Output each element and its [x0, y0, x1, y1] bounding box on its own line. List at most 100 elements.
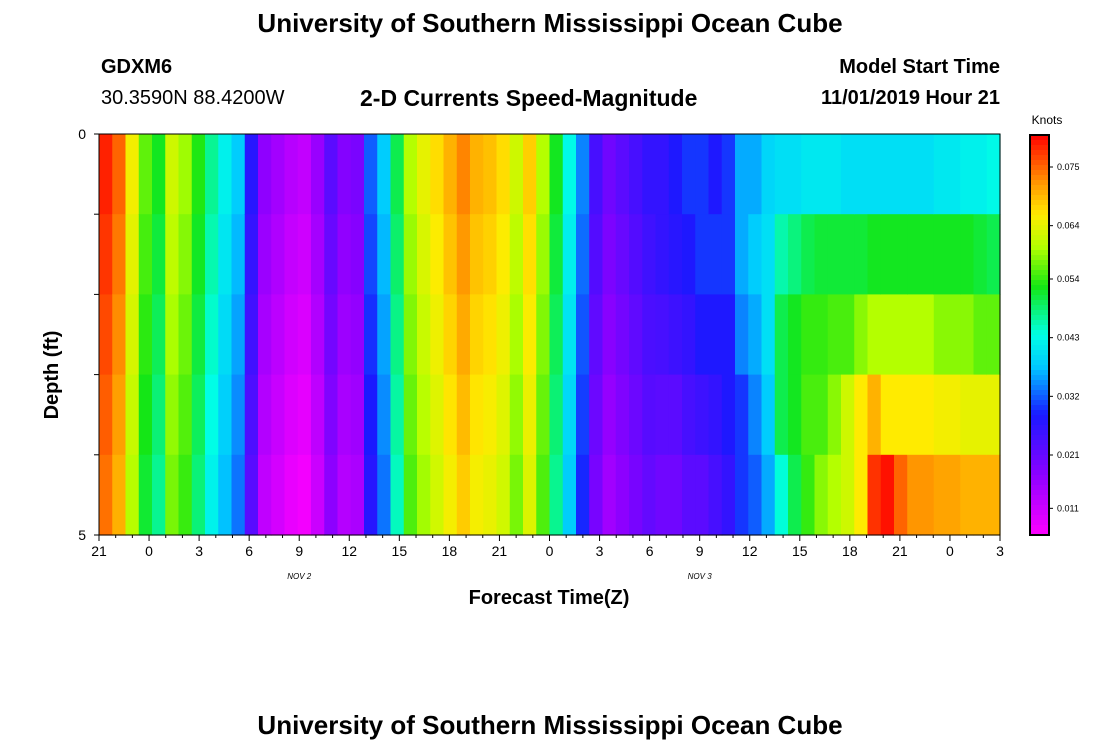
- colorbar-segment: [1030, 480, 1049, 486]
- heatmap-cell: [721, 374, 736, 456]
- heatmap-cell: [350, 374, 365, 456]
- heatmap-cell: [403, 294, 418, 376]
- heatmap-cell: [377, 294, 392, 376]
- heatmap-cell: [655, 214, 670, 295]
- heatmap-cell: [297, 294, 312, 376]
- heatmap-cell: [430, 294, 445, 376]
- heatmap-cell: [655, 294, 670, 376]
- colorbar-segment: [1030, 140, 1049, 146]
- heatmap-cell: [536, 134, 551, 215]
- colorbar-segment: [1030, 260, 1049, 266]
- y-axis-ticks: 05: [78, 126, 99, 543]
- heatmap-cell: [629, 374, 643, 456]
- heatmap-cell: [99, 134, 113, 215]
- heatmap-cell: [390, 294, 405, 376]
- heatmap-cell: [178, 294, 193, 376]
- heatmap-cell: [682, 134, 696, 215]
- heatmap-cell: [377, 134, 392, 215]
- heatmap-cell: [218, 294, 233, 376]
- heatmap-cell: [205, 294, 219, 376]
- heatmap-cell: [602, 454, 617, 536]
- heatmap-cell: [509, 454, 524, 536]
- x-axis-ticks: 21 0 3 6 9 12 15 18 21 0 3 6 9 12 15 18 21 0 3 NOV 2 NOV 3: [91, 535, 1004, 581]
- heatmap-cell: [682, 214, 696, 295]
- heatmap-cell: [152, 454, 166, 536]
- heatmap-cell: [668, 214, 683, 295]
- heatmap-cell: [867, 214, 882, 295]
- heatmap-cell: [470, 134, 484, 215]
- heatmap-cell: [827, 454, 842, 536]
- heatmap-cell: [973, 294, 988, 376]
- heatmap-cell: [947, 454, 961, 536]
- heatmap-cell: [907, 374, 922, 456]
- heatmap-cell: [960, 454, 975, 536]
- heatmap-cell: [483, 454, 498, 536]
- heatmap-cell: [642, 454, 657, 536]
- heatmap-cell: [178, 374, 193, 456]
- heatmap-cell: [894, 294, 908, 376]
- heatmap-cell: [615, 454, 630, 536]
- heatmap-cell: [205, 454, 219, 536]
- heatmap-cell: [509, 134, 524, 215]
- colorbar-segment: [1030, 185, 1049, 191]
- colorbar-segment: [1030, 325, 1049, 331]
- heatmap-cell: [324, 374, 339, 456]
- colorbar-segment: [1030, 400, 1049, 406]
- heatmap-cell: [880, 294, 895, 376]
- heatmap-cell: [271, 374, 286, 456]
- x-tick-label: 21: [892, 543, 908, 559]
- heatmap-cell: [191, 134, 206, 215]
- colorbar-tick-label: 0.011: [1057, 503, 1079, 513]
- colorbar-segment: [1030, 405, 1049, 411]
- heatmap-cell: [258, 214, 272, 295]
- heatmap-cell: [867, 454, 882, 536]
- heatmap-cell: [496, 294, 511, 376]
- heatmap-cell: [324, 454, 339, 536]
- heatmap-cell: [735, 294, 749, 376]
- heatmap-cell: [562, 134, 577, 215]
- heatmap-cell: [576, 134, 590, 215]
- heatmap-cell: [814, 454, 829, 536]
- heatmap-cell: [973, 454, 988, 536]
- heatmap-cell: [430, 214, 445, 295]
- heatmap-cell: [337, 214, 352, 295]
- heatmap-cell: [152, 214, 166, 295]
- heatmap-cell: [960, 134, 975, 215]
- heatmap-cell: [271, 134, 286, 215]
- heatmap-cell: [894, 134, 908, 215]
- colorbar-tick-label: 0.043: [1057, 333, 1080, 343]
- colorbar-segment: [1030, 175, 1049, 181]
- heatmap-cell: [947, 294, 961, 376]
- heatmap-cell: [668, 374, 683, 456]
- colorbar-frame: [1029, 134, 1050, 536]
- heatmap-cell: [311, 134, 325, 215]
- heatmap-cell: [390, 454, 405, 536]
- colorbar-segment: [1030, 170, 1049, 176]
- heatmap-cell: [483, 294, 498, 376]
- heatmap-cell: [721, 214, 736, 295]
- colorbar-segment: [1030, 445, 1049, 451]
- heatmap-cell: [417, 134, 431, 215]
- colorbar-segment: [1030, 490, 1049, 496]
- date-label: NOV 2: [287, 572, 312, 581]
- heatmap-cell: [337, 294, 352, 376]
- colorbar-segment: [1030, 310, 1049, 316]
- heatmap-cell: [708, 214, 723, 295]
- heatmap-cell: [417, 214, 431, 295]
- heatmap-cell: [854, 214, 869, 295]
- heatmap-cell: [748, 294, 763, 376]
- heatmap-cell: [788, 134, 802, 215]
- colorbar-segment: [1030, 375, 1049, 381]
- colorbar-segment: [1030, 270, 1049, 276]
- heatmap-cell: [841, 454, 855, 536]
- heatmap-cell: [138, 454, 153, 536]
- heatmap-cell: [125, 134, 140, 215]
- heatmap-cell: [125, 214, 140, 295]
- heatmap-cell: [443, 134, 458, 215]
- colorbar-segment: [1030, 455, 1049, 461]
- heatmap-cell: [814, 294, 829, 376]
- y-tick-label: 0: [78, 126, 86, 142]
- heatmap-cell: [841, 214, 855, 295]
- heatmap-cell: [933, 214, 948, 295]
- heatmap-cell: [456, 214, 471, 295]
